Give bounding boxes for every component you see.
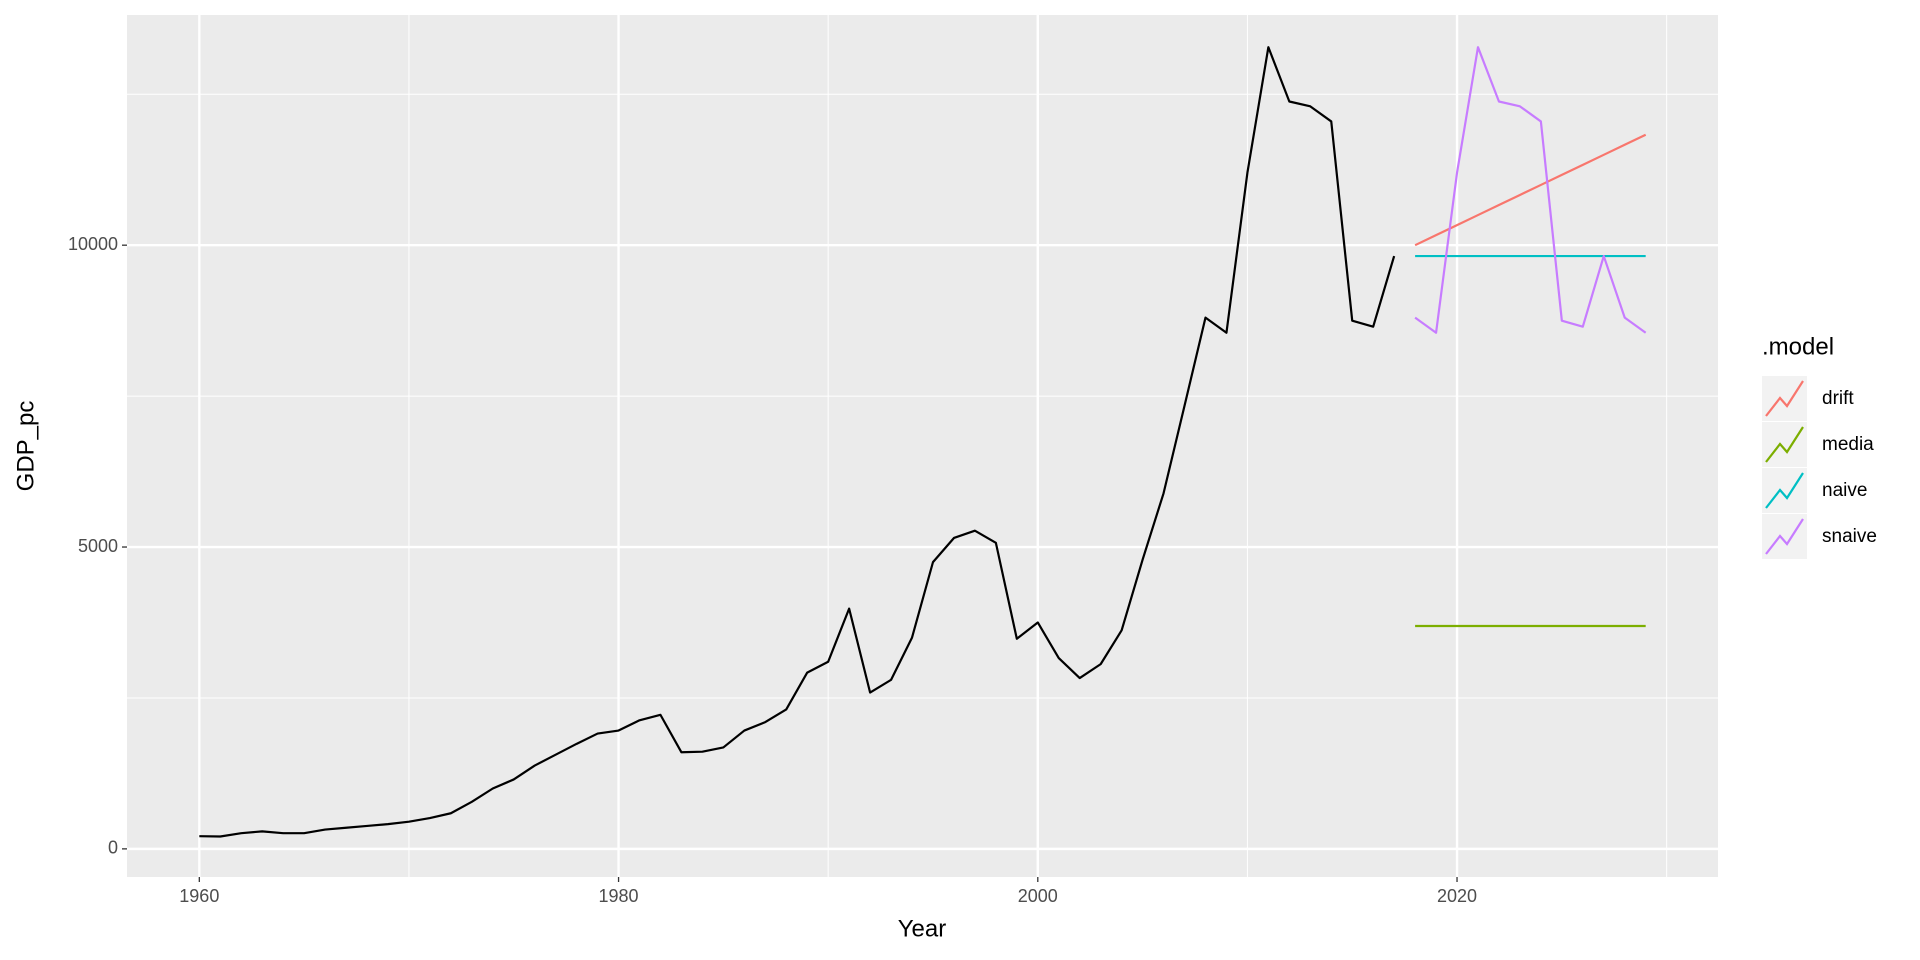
y-axis-title: GDP_pc [12, 401, 39, 492]
legend-key-bg [1762, 468, 1807, 513]
legend-key [1765, 380, 1804, 417]
legend-key [1765, 426, 1804, 463]
legend-label: snaive [1822, 526, 1877, 547]
series-line [199, 46, 1396, 838]
legend-label: drift [1822, 388, 1854, 409]
x-tick-label: 2020 [1437, 886, 1477, 906]
legend-key-bg [1762, 514, 1807, 559]
legend-key-bg [1762, 376, 1807, 421]
legend-key [1765, 472, 1804, 509]
y-tick-label: 5000 [78, 536, 118, 556]
legend-label: media [1822, 434, 1874, 455]
legend-title: .model [1762, 333, 1834, 360]
x-tick-label: 1980 [599, 886, 639, 906]
panel [127, 15, 1718, 877]
x-tick-label: 1960 [179, 886, 219, 906]
x-tick-label: 2000 [1018, 886, 1058, 906]
legend-key [1765, 518, 1804, 555]
legend-label: naive [1822, 480, 1867, 501]
y-tick-label: 0 [108, 838, 118, 858]
series-line [1414, 46, 1647, 334]
x-axis-title: Year [898, 915, 947, 942]
legend-key-bg [1762, 422, 1807, 467]
y-tick-label: 10000 [68, 234, 118, 254]
series-line [1414, 133, 1647, 247]
